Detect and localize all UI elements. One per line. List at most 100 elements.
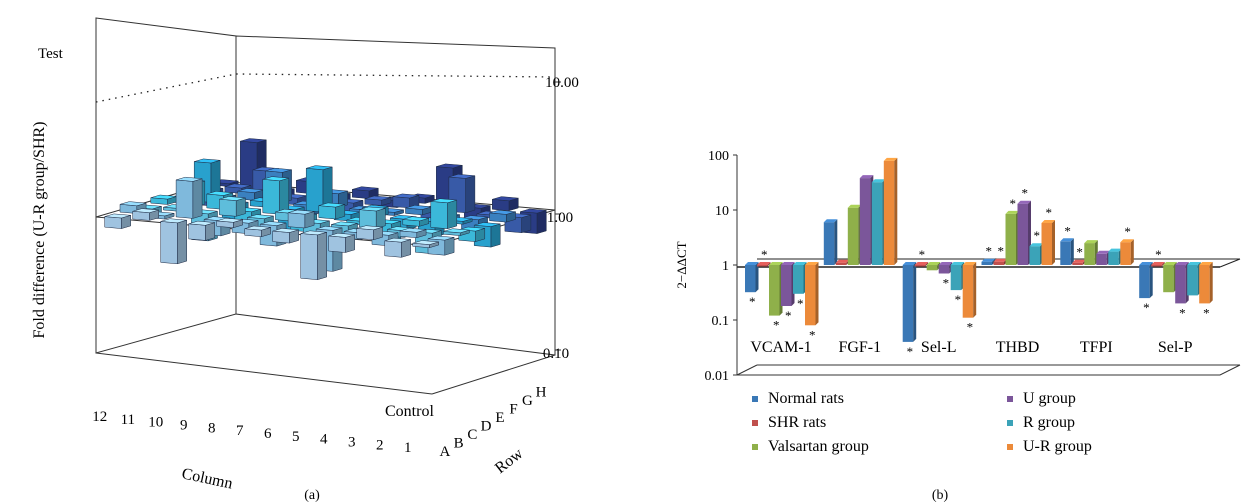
panel-b-significance-star: * [1064,223,1071,238]
panel-a-bar-C-4 [359,206,386,229]
panel-b-ytick-100: 100 [708,149,729,164]
panel-b-bar-TFPI-5: * [1120,224,1134,265]
panel-b-legend-swatch-4 [1007,420,1013,426]
panel-b-bar-TFPI-1: * [1072,245,1086,265]
panel-b-significance-star: * [919,247,926,262]
panel-a-row-tick-E: E [495,410,504,426]
panel-a-test-label: Test [38,46,64,62]
panel-a-column-tick-4: 4 [320,432,328,448]
panel-b-bar-Sel-L-2 [926,262,941,271]
panel-b-ytick-1: 1 [722,259,729,274]
panel-a-bar-G-3 [448,174,476,214]
panel-b-significance-star: * [1124,224,1131,239]
panel-a-column-tick-9: 9 [180,418,188,434]
panel-a-ztick-10: 10.00 [545,75,579,91]
panel-b-significance-star: * [1143,300,1150,315]
panel-b-bar-Sel-L-4: * [950,262,965,307]
panel-a-3d-chart: Test Control Column Row Fold difference … [31,17,579,503]
panel-a-bar-D-2 [430,198,458,230]
panel-b-significance-star: * [967,320,974,335]
panel-b-legend-swatch-0 [752,396,758,402]
panel-b-ylabel: 2−ΔΔCT [674,241,689,288]
panel-b-bar-Sel-L-3: * [938,262,953,291]
panel-b-significance-star: * [1034,228,1041,243]
panel-a-bar-A-8 [216,217,243,229]
panel-a-front-edge [95,352,433,395]
panel-b-bar-Sel-P-4 [1187,262,1201,296]
panel-a-bar-F-4 [405,205,432,216]
panel-a-bar-A-3 [356,225,383,241]
panel-b-baseline-side [1219,258,1241,268]
panel-b-floor-left [736,364,758,376]
panel-b-bar-FGF-1-1 [835,259,850,265]
panel-a-caption: (a) [304,488,320,503]
panel-a-bar-A-5 [300,230,327,281]
panel-a-bar-A-1 [412,240,439,249]
panel-b-bar-Sel-L-0: * [902,262,917,359]
panel-b-bar-VCAM-1-1: * [757,247,771,267]
panel-b-bar-VCAM-1-4: * [793,262,807,311]
panel-a-ztick-1: 1.00 [547,210,573,226]
panel-b-significance-star: * [907,344,914,359]
panel-a-control-label: Control [385,403,434,420]
panel-a-bar-A-9 [188,220,215,241]
panel-b-bar-FGF-1-4 [871,179,886,265]
panel-b-caption: (b) [932,488,949,503]
panel-a-column-tick-10: 10 [148,415,163,431]
panel-a-column-label: Column [180,465,234,492]
panel-a-column-tick-12: 12 [92,409,107,425]
panel-a-row-label: Row [492,445,527,477]
panel-a-bar-D-12 [150,194,178,205]
panel-b-bar-chart: 100 10 1 0.1 0.01 2−ΔΔCT * * * * * * * * * * * * * * * * * * * *… [674,149,1241,503]
panel-b-bar-TFPI-2 [1084,240,1098,265]
panel-a-bar-B-2 [399,227,427,239]
panel-b-legend-label-2: Valsartan group [768,438,869,455]
panel-a-bar-E-7 [305,165,333,213]
panel-a-row-tick-A: A [439,444,450,460]
panel-b-significance-star: * [955,292,962,307]
panel-b-bar-THBD-3: * [1017,186,1031,265]
panel-b-significance-star: * [1022,186,1029,201]
panel-a-bar-H-2 [492,196,519,212]
panel-b-significance-star: * [1076,245,1083,260]
panel-a-bar-G-5 [392,193,420,209]
panel-a-row-tick-H: H [536,384,547,400]
panel-b-ytick-10: 10 [715,204,729,219]
panel-b-bar-THBD-4: * [1029,228,1043,265]
panel-a-column-tick-8: 8 [208,420,216,436]
panel-b-significance-star: * [809,327,816,342]
panel-a-bar-A-12 [104,213,131,229]
panel-b-legend-swatch-1 [752,420,758,426]
panel-b-legend-swatch-2 [752,444,758,450]
panel-a-bar-B-6 [287,209,315,229]
panel-b-legend-label-0: Normal rats [768,390,844,407]
panel-a-column-tick-7: 7 [236,423,244,439]
panel-a-bar-A-6 [272,228,299,244]
panel-b-significance-star: * [1203,305,1210,320]
panel-a-bar-G-6 [364,195,392,206]
panel-b-significance-star: * [797,296,804,311]
panel-b-category-TFPI: TFPI [1080,339,1113,356]
panel-a-test-level-line [95,73,556,103]
panel-a-right-edge [431,354,556,395]
panel-a-bar-F-1 [489,209,516,223]
panel-a-bar-D-3 [402,216,430,227]
panel-b-bar-Sel-L-1: * [914,247,929,267]
panel-a-column-tick-11: 11 [121,412,135,428]
panel-a-column-tick-1: 1 [404,440,412,456]
panel-b-bar-VCAM-1-0: * [745,262,759,309]
panel-b-significance-star: * [1010,196,1017,211]
panel-a-column-tick-5: 5 [292,429,300,445]
panel-b-category-Sel-L: Sel-L [921,339,957,356]
panel-b-significance-star: * [785,308,792,323]
panel-a-column-tick-6: 6 [264,426,272,442]
panel-a-row-tick-G: G [522,393,533,409]
panel-b-bar-Sel-P-5: * [1199,262,1213,320]
panel-b-legend-label-1: SHR rats [768,414,826,431]
panel-b-floor-front [737,364,1241,376]
panel-b-bar-TFPI-3 [1096,250,1110,265]
panel-a-bar-E-1 [473,222,501,248]
panel-a-bar-C-1 [443,228,470,236]
panel-a-bar-D-8 [262,176,290,215]
